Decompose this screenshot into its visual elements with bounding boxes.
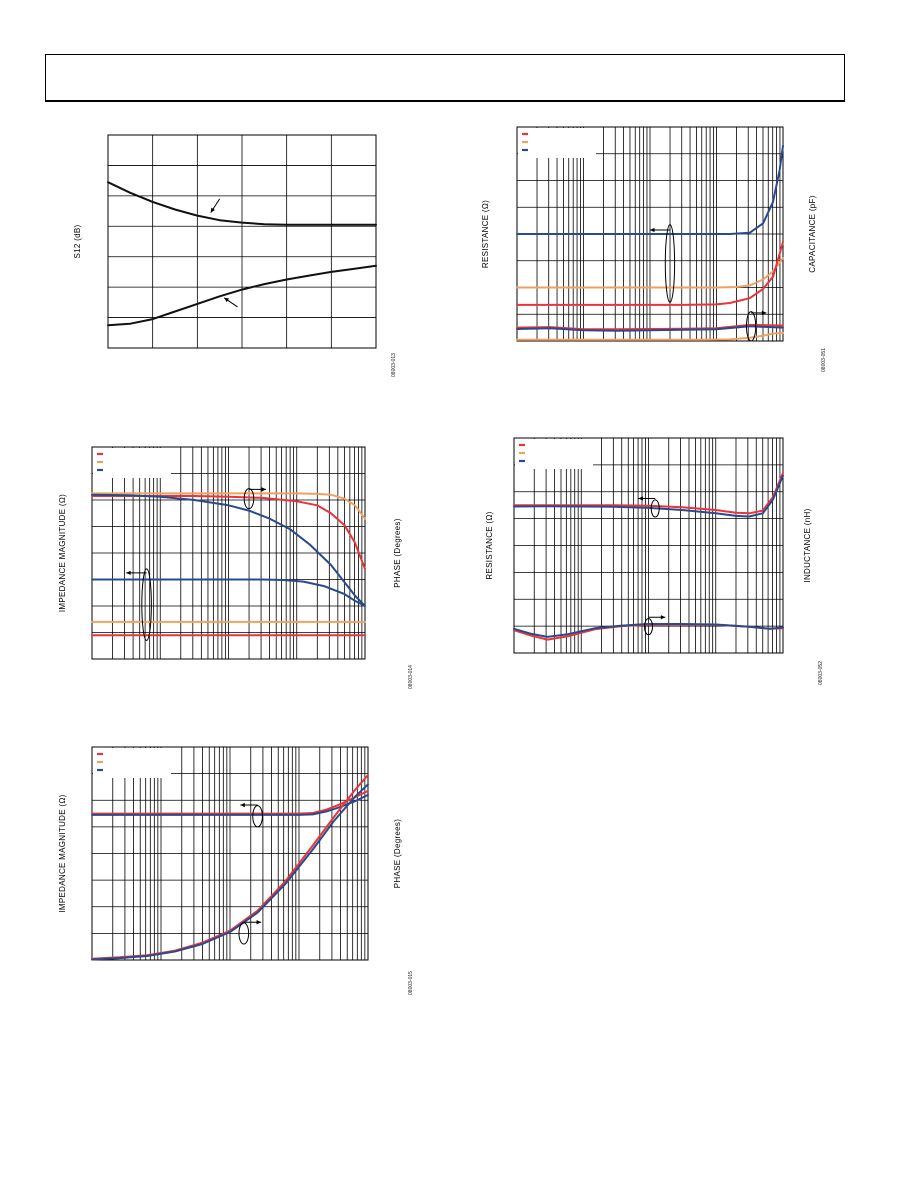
series-line-1 [516,144,784,235]
series-line-1 [513,471,784,515]
series-group-ellipse [643,618,654,636]
series-line-4 [513,623,784,638]
y-axis-label-right: CAPACITANCE (pF) [808,195,817,272]
chart-s12: S12 (dB) 08003-013 [73,134,397,377]
arrow-head [210,207,216,213]
y-axis-label-right: PHASE (Degrees) [393,518,402,587]
series-line-4 [91,578,366,607]
series-line-6 [516,332,784,341]
plot-frame [91,446,366,660]
legend [93,748,171,778]
legend [518,128,596,158]
series-line-3 [516,241,784,306]
legend [93,448,171,478]
series-group-ellipse [243,488,255,510]
legend-box [93,748,171,778]
figure-id: 08003-051 [821,348,827,372]
y-axis-label-left: S12 (dB) [73,224,82,258]
legend-box [518,128,596,158]
chart-impedance-phase-1: IMPEDANCE MAGNITUDE (Ω) PHASE (Degrees) 08… [58,446,414,689]
series-line-3 [91,493,366,607]
plot-frame [91,746,369,961]
arrow-head [660,615,666,620]
series-group-ellipse [745,311,757,342]
grid [513,437,784,654]
series-line-4 [516,323,784,331]
arrow-head [650,227,655,233]
series-line-1 [91,789,369,815]
legend [515,439,593,469]
series-line-2 [107,264,377,327]
legend-box [93,448,171,478]
chart-resistance-inductance: RESISTANCE (Ω) INDUCTANCE (nH) 08003-052 [485,437,824,685]
y-axis-label-right: INDUCTANCE (nH) [803,508,812,582]
series-line-1 [91,492,366,520]
chart-resistance-capacitance: RESISTANCE (Ω) CAPACITANCE (pF) 08003-051 [481,126,827,372]
page-header [45,54,845,102]
series-group-ellipse [252,805,263,828]
series-line-1 [107,181,377,226]
y-axis-label-left: IMPEDANCE MAGNITUDE (Ω) [58,494,67,612]
arrow-head [256,920,262,925]
series-line-5 [516,325,784,332]
grid [91,746,369,961]
series-line-2 [513,474,784,518]
chart-impedance-phase-2: IMPEDANCE MAGNITUDE (Ω) PHASE (Degrees) 08… [58,746,414,995]
figure-id: 08003-013 [391,353,397,377]
series-group-ellipse [238,922,250,945]
grid [91,446,366,660]
arrow-head [126,570,131,576]
series-group-ellipse [141,568,152,641]
series-line-2 [516,257,784,289]
y-axis-label-left: IMPEDANCE MAGNITUDE (Ω) [58,794,67,912]
plot-frame [513,437,784,654]
plot-frame [107,134,377,349]
y-axis-label-left: RESISTANCE (Ω) [485,511,494,579]
legend-box [515,439,593,469]
arrow-head [261,487,267,492]
figure-id: 08003-052 [818,661,824,685]
arrow-head [761,310,767,316]
figure-id: 08003-015 [408,971,414,995]
figure-id: 08003-014 [408,665,414,689]
series-group-ellipse [664,224,676,303]
series-group-ellipse [650,499,660,518]
y-axis-label-right: PHASE (Degrees) [393,819,402,888]
arrow-head [224,297,230,303]
grid [107,134,377,349]
y-axis-label-left: RESISTANCE (Ω) [481,200,490,268]
arrow-head [240,802,245,808]
arrow-head [638,496,643,501]
